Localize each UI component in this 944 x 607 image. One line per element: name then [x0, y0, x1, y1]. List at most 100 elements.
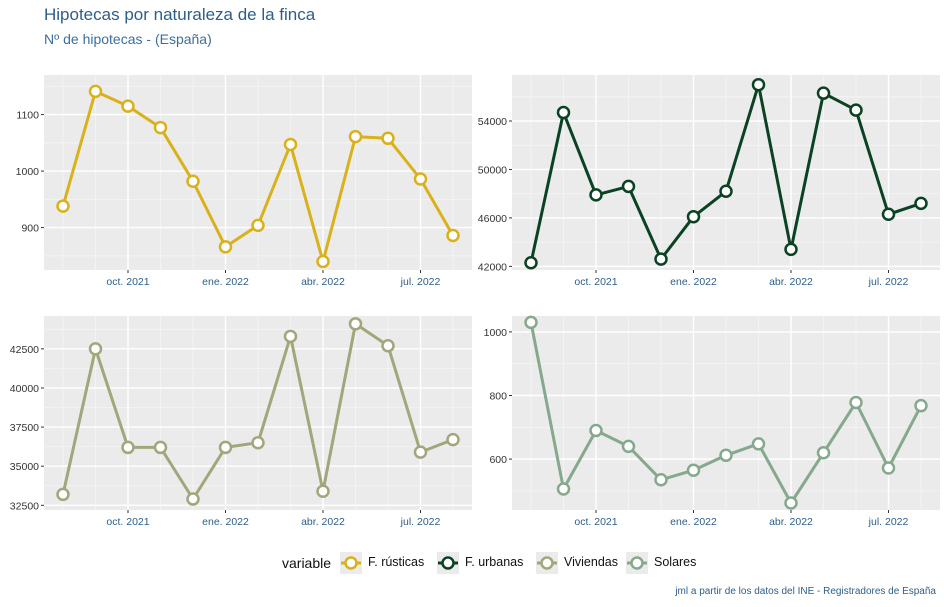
legend-key-f-urbanas [437, 552, 459, 574]
data-point-f-urbanas [914, 196, 928, 211]
tick-label-y: 900 [21, 223, 39, 235]
tick-label-x: oct. 2021 [574, 516, 617, 528]
data-point-viviendas [251, 435, 265, 450]
tick-label-x: ene. 2022 [670, 516, 717, 528]
data-point-f-urbanas [589, 188, 603, 202]
data-point-f-rusticas [446, 228, 460, 243]
tick-label-y: 35000 [10, 461, 39, 473]
tick-label-y: 1000 [484, 327, 508, 339]
legend-label-viviendas: Viviendas [564, 555, 618, 569]
data-point-solares [686, 463, 701, 477]
tick-label-x: oct. 2021 [106, 516, 149, 528]
data-point-solares [816, 446, 831, 460]
data-point-viviendas [348, 317, 363, 331]
data-point-f-urbanas [849, 103, 863, 117]
data-point-viviendas [186, 492, 200, 506]
tick-label-y: 32500 [10, 500, 39, 512]
data-point-f-rusticas [88, 84, 103, 99]
chart-subtitle: Nº de hipotecas - (España) [44, 31, 212, 47]
tick-label-x: oct. 2021 [574, 276, 617, 288]
caption: jml a partir de los datos del INE - Regi… [675, 586, 936, 597]
panel-f-urbanas: 42000 46000 50000 54000 oct. 2021 ene. 2022 ab… [478, 75, 940, 288]
data-point-f-urbanas [654, 252, 668, 266]
legend-label-f-rusticas: F. rústicas [368, 555, 425, 569]
tick-label-y: 37500 [10, 422, 39, 434]
data-point-f-rusticas [218, 240, 233, 254]
tick-label-x: abr. 2022 [769, 276, 813, 288]
tick-label-x: oct. 2021 [106, 276, 149, 288]
data-point-viviendas [121, 440, 135, 455]
data-point-f-urbanas [719, 184, 733, 199]
legend-key-solares [626, 552, 648, 574]
data-point-solares [589, 423, 603, 438]
data-point-f-rusticas [283, 137, 298, 152]
data-point-solares [621, 439, 636, 454]
data-point-solares [556, 482, 571, 496]
data-point-f-rusticas [251, 218, 265, 233]
data-point-f-urbanas [556, 105, 571, 120]
tick-label-x: abr. 2022 [301, 276, 345, 288]
tick-label-y: 800 [489, 391, 507, 403]
data-point-solares [881, 461, 896, 475]
tick-label-y: 1000 [16, 166, 40, 178]
tick-label-y: 50000 [478, 164, 507, 176]
data-point-viviendas [218, 440, 233, 455]
tick-label-x: jul. 2022 [400, 276, 441, 288]
tick-label-x: ene. 2022 [202, 276, 249, 288]
data-point-f-rusticas [316, 254, 330, 269]
data-point-viviendas [56, 487, 70, 502]
legend-key-viviendas [536, 552, 558, 574]
tick-label-y: 46000 [478, 213, 507, 225]
data-point-solares [654, 473, 668, 487]
data-point-solares [784, 496, 798, 510]
data-point-viviendas [381, 338, 395, 353]
data-point-viviendas [88, 342, 103, 356]
panel-f-rusticas: 900 1000 1100 oct. 2021 ene. 2022 abr. 2022 ju… [16, 75, 472, 288]
tick-label-x: jul. 2022 [400, 516, 441, 528]
legend: variable F. rústicas F. urbanas Vivienda… [0, 552, 944, 574]
data-point-f-urbanas [686, 209, 701, 224]
tick-label-x: ene. 2022 [202, 516, 249, 528]
data-point-f-rusticas [381, 131, 395, 146]
tick-label-x: abr. 2022 [301, 516, 345, 528]
data-point-f-urbanas [524, 255, 538, 270]
data-point-solares [719, 448, 733, 463]
panel-viviendas: 32500 35000 37500 40000 42500 oct. 2021 ene. 2… [10, 316, 472, 528]
data-point-f-urbanas [751, 77, 766, 92]
data-point-f-rusticas [153, 120, 168, 135]
data-point-f-rusticas [121, 99, 135, 113]
tick-label-x: jul. 2022 [868, 516, 909, 528]
data-point-f-rusticas [56, 199, 70, 213]
legend-title: variable [282, 555, 332, 571]
data-point-viviendas [446, 432, 460, 447]
legend-label-f-urbanas: F. urbanas [465, 555, 524, 569]
data-point-solares [849, 395, 863, 410]
panel-solares: 600 800 1000 oct. 2021 ene. 2022 abr. 2022 jul… [484, 315, 940, 528]
data-point-viviendas [153, 440, 168, 455]
data-point-f-rusticas [348, 129, 363, 144]
tick-label-y: 600 [489, 454, 507, 466]
data-point-f-rusticas [413, 172, 428, 186]
legend-label-solares: Solares [654, 555, 697, 569]
legend-key-f-rusticas [340, 552, 362, 574]
data-point-solares [751, 437, 766, 451]
data-point-solares [914, 398, 928, 413]
data-point-viviendas [413, 445, 428, 459]
data-point-f-urbanas [621, 179, 636, 194]
data-point-viviendas [316, 484, 330, 498]
tick-label-y: 42500 [10, 344, 39, 356]
tick-label-y: 42000 [478, 261, 507, 273]
data-point-f-rusticas [186, 174, 200, 189]
data-point-f-urbanas [816, 86, 831, 100]
tick-label-x: ene. 2022 [670, 276, 717, 288]
tick-label-y: 1100 [16, 110, 39, 122]
data-point-f-urbanas [881, 207, 896, 222]
tick-label-y: 40000 [10, 383, 39, 395]
data-point-f-urbanas [784, 242, 798, 257]
tick-label-y: 54000 [478, 116, 507, 128]
chart-title: Hipotecas por naturaleza de la finca [44, 5, 316, 24]
tick-label-x: abr. 2022 [769, 516, 813, 528]
data-point-viviendas [283, 329, 298, 344]
tick-label-x: jul. 2022 [868, 276, 909, 288]
